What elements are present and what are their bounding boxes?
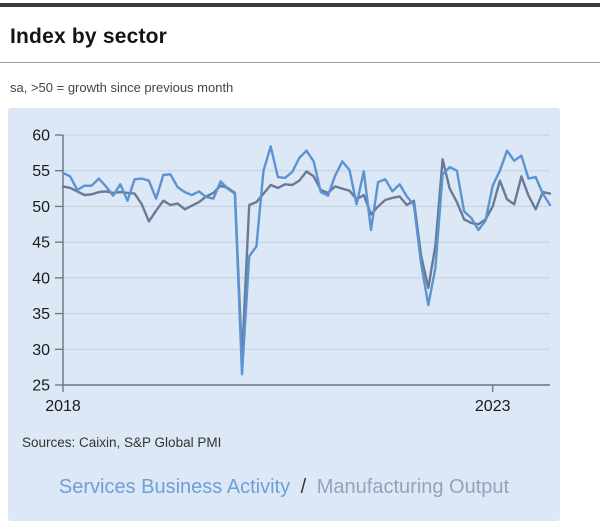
top-rule [0,3,600,7]
legend-services-label: Services Business Activity [58,476,291,498]
y-tick-label: 40 [32,270,50,287]
y-tick-label: 30 [32,342,50,359]
y-tick-label: 50 [32,199,50,216]
title-divider [0,62,600,63]
chart-svg: 25 30 35 40 45 50 55 60 2018 2023 [32,128,552,415]
y-tick-label: 45 [32,235,50,252]
series-line-manufacturing-output [61,158,552,361]
chart-subtitle: sa, >50 = growth since previous month [10,80,234,95]
sources-note: Sources: Caixin, S&P Global PMI [22,435,222,450]
legend-separator: / [295,476,312,498]
y-tick-label: 55 [32,163,50,180]
series-line-services-business-activity [61,145,552,376]
chart-panel: 25 30 35 40 45 50 55 60 2018 2023 Sources: Caixin… [8,108,560,521]
chart-legend: Services Business Activity / Manufacturi… [8,476,560,499]
y-tick-label: 35 [32,306,50,323]
page-title: Index by sector [10,25,168,48]
y-tick-label: 60 [32,128,50,145]
legend-manufacturing-label: Manufacturing Output [316,476,510,498]
y-tick-label: 25 [32,378,50,395]
x-tick-label: 2023 [475,398,511,415]
x-tick-label: 2018 [45,398,81,415]
